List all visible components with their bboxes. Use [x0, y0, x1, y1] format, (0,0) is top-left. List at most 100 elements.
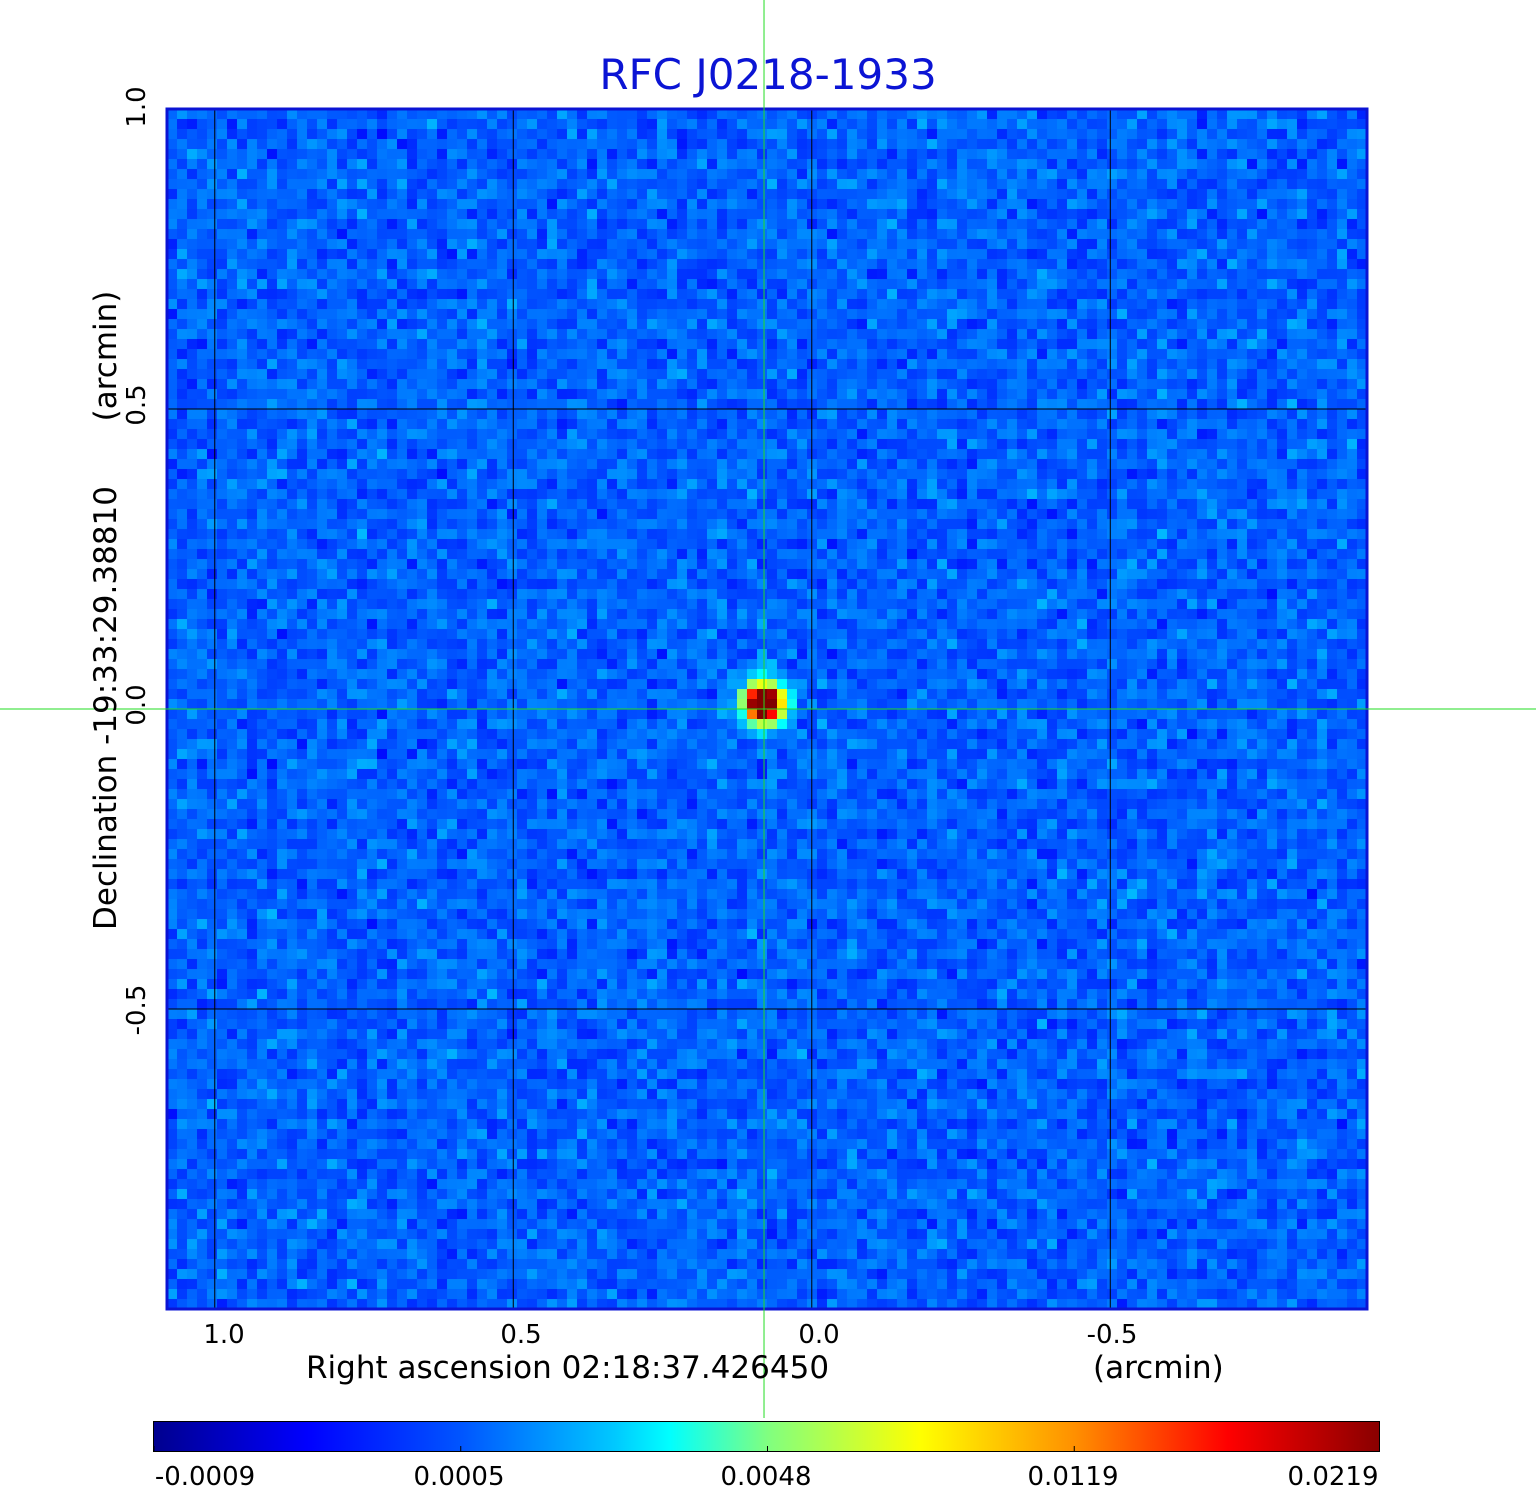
image-pixel	[297, 369, 307, 379]
image-pixel	[277, 159, 287, 169]
image-pixel	[557, 449, 567, 459]
image-pixel	[897, 469, 907, 479]
image-pixel	[957, 489, 967, 499]
image-pixel	[737, 459, 747, 469]
image-pixel	[217, 319, 227, 329]
image-pixel	[847, 159, 857, 169]
image-pixel	[1167, 319, 1177, 329]
image-pixel	[727, 229, 737, 239]
image-pixel	[667, 519, 677, 529]
image-pixel	[797, 379, 807, 389]
image-pixel	[917, 449, 927, 459]
image-pixel	[987, 319, 997, 329]
image-pixel	[647, 429, 657, 439]
image-pixel	[1107, 299, 1117, 309]
image-pixel	[937, 359, 947, 369]
image-pixel	[1147, 449, 1157, 459]
image-pixel	[777, 449, 787, 459]
image-pixel	[557, 479, 567, 489]
image-pixel	[1337, 419, 1347, 429]
image-pixel	[1247, 349, 1257, 359]
image-pixel	[217, 159, 227, 169]
image-pixel	[627, 249, 637, 259]
image-pixel	[717, 169, 727, 179]
image-pixel	[677, 199, 687, 209]
image-pixel	[1337, 479, 1347, 489]
image-pixel	[1117, 469, 1127, 479]
image-pixel	[637, 149, 647, 159]
image-pixel	[797, 199, 807, 209]
image-pixel	[707, 209, 717, 219]
image-pixel	[1097, 509, 1107, 519]
image-pixel	[1077, 459, 1087, 469]
image-pixel	[427, 249, 437, 259]
image-pixel	[637, 519, 647, 529]
image-pixel	[207, 449, 217, 459]
image-pixel	[297, 279, 307, 289]
image-pixel	[687, 299, 697, 309]
image-pixel	[837, 249, 847, 259]
image-pixel	[967, 199, 977, 209]
image-pixel	[747, 479, 757, 489]
image-pixel	[937, 379, 947, 389]
image-pixel	[667, 129, 677, 139]
image-pixel	[517, 419, 527, 429]
image-pixel	[247, 199, 257, 209]
image-pixel	[617, 329, 627, 339]
image-pixel	[357, 499, 367, 509]
image-pixel	[727, 179, 737, 189]
image-pixel	[967, 509, 977, 519]
image-pixel	[587, 269, 597, 279]
image-pixel	[527, 159, 537, 169]
image-pixel	[547, 489, 557, 499]
image-pixel	[757, 199, 767, 209]
image-pixel	[307, 229, 317, 239]
image-pixel	[287, 319, 297, 329]
image-pixel	[457, 309, 467, 319]
image-pixel	[937, 229, 947, 239]
image-pixel	[907, 179, 917, 189]
image-pixel	[367, 339, 377, 349]
image-pixel	[527, 329, 537, 339]
image-pixel	[257, 329, 267, 339]
image-pixel	[457, 339, 467, 349]
image-pixel	[577, 489, 587, 499]
image-pixel	[397, 479, 407, 489]
image-pixel	[1197, 199, 1207, 209]
image-pixel	[777, 259, 787, 269]
image-pixel	[337, 179, 347, 189]
image-pixel	[317, 149, 327, 159]
image-pixel	[627, 509, 637, 519]
image-pixel	[227, 109, 237, 119]
image-pixel	[527, 199, 537, 209]
image-pixel	[1087, 129, 1097, 139]
image-pixel	[307, 289, 317, 299]
image-pixel	[1127, 389, 1137, 399]
image-pixel	[327, 409, 337, 419]
image-pixel	[197, 459, 207, 469]
image-pixel	[1337, 499, 1347, 509]
image-pixel	[967, 389, 977, 399]
image-pixel	[997, 299, 1007, 309]
image-pixel	[267, 309, 277, 319]
image-pixel	[607, 409, 617, 419]
image-pixel	[1307, 109, 1317, 119]
image-pixel	[847, 409, 857, 419]
image-pixel	[527, 439, 537, 449]
image-pixel	[1207, 259, 1217, 269]
image-pixel	[747, 409, 757, 419]
image-pixel	[487, 509, 497, 519]
image-pixel	[407, 359, 417, 369]
image-pixel	[887, 119, 897, 129]
image-pixel	[257, 319, 267, 329]
image-pixel	[767, 149, 777, 159]
image-pixel	[267, 119, 277, 129]
image-pixel	[397, 339, 407, 349]
image-pixel	[497, 279, 507, 289]
image-pixel	[697, 199, 707, 209]
image-pixel	[387, 339, 397, 349]
image-pixel	[1187, 259, 1197, 269]
image-pixel	[637, 469, 647, 479]
image-pixel	[817, 189, 827, 199]
image-pixel	[277, 119, 287, 129]
